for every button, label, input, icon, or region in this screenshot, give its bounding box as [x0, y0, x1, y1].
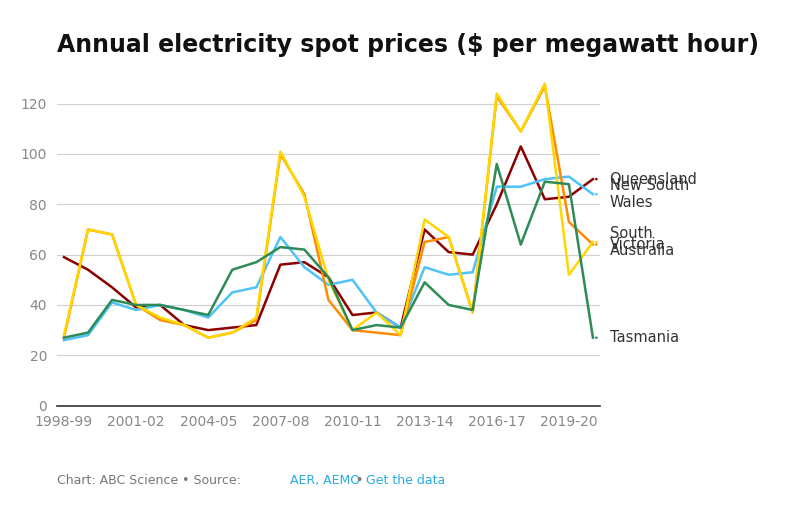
- Text: Annual electricity spot prices ($ per megawatt hour): Annual electricity spot prices ($ per me…: [57, 33, 759, 57]
- Text: Chart: ABC Science • Source:: Chart: ABC Science • Source:: [57, 474, 245, 487]
- Text: •: •: [352, 474, 367, 487]
- Text: AER, AEMO: AER, AEMO: [290, 474, 360, 487]
- Text: Tasmania: Tasmania: [610, 330, 679, 345]
- Text: Victoria: Victoria: [610, 237, 665, 252]
- Text: South
Australia: South Australia: [610, 226, 675, 258]
- Text: New South
Wales: New South Wales: [610, 178, 689, 210]
- Text: Get the data: Get the data: [366, 474, 445, 487]
- Text: Queensland: Queensland: [610, 172, 697, 187]
